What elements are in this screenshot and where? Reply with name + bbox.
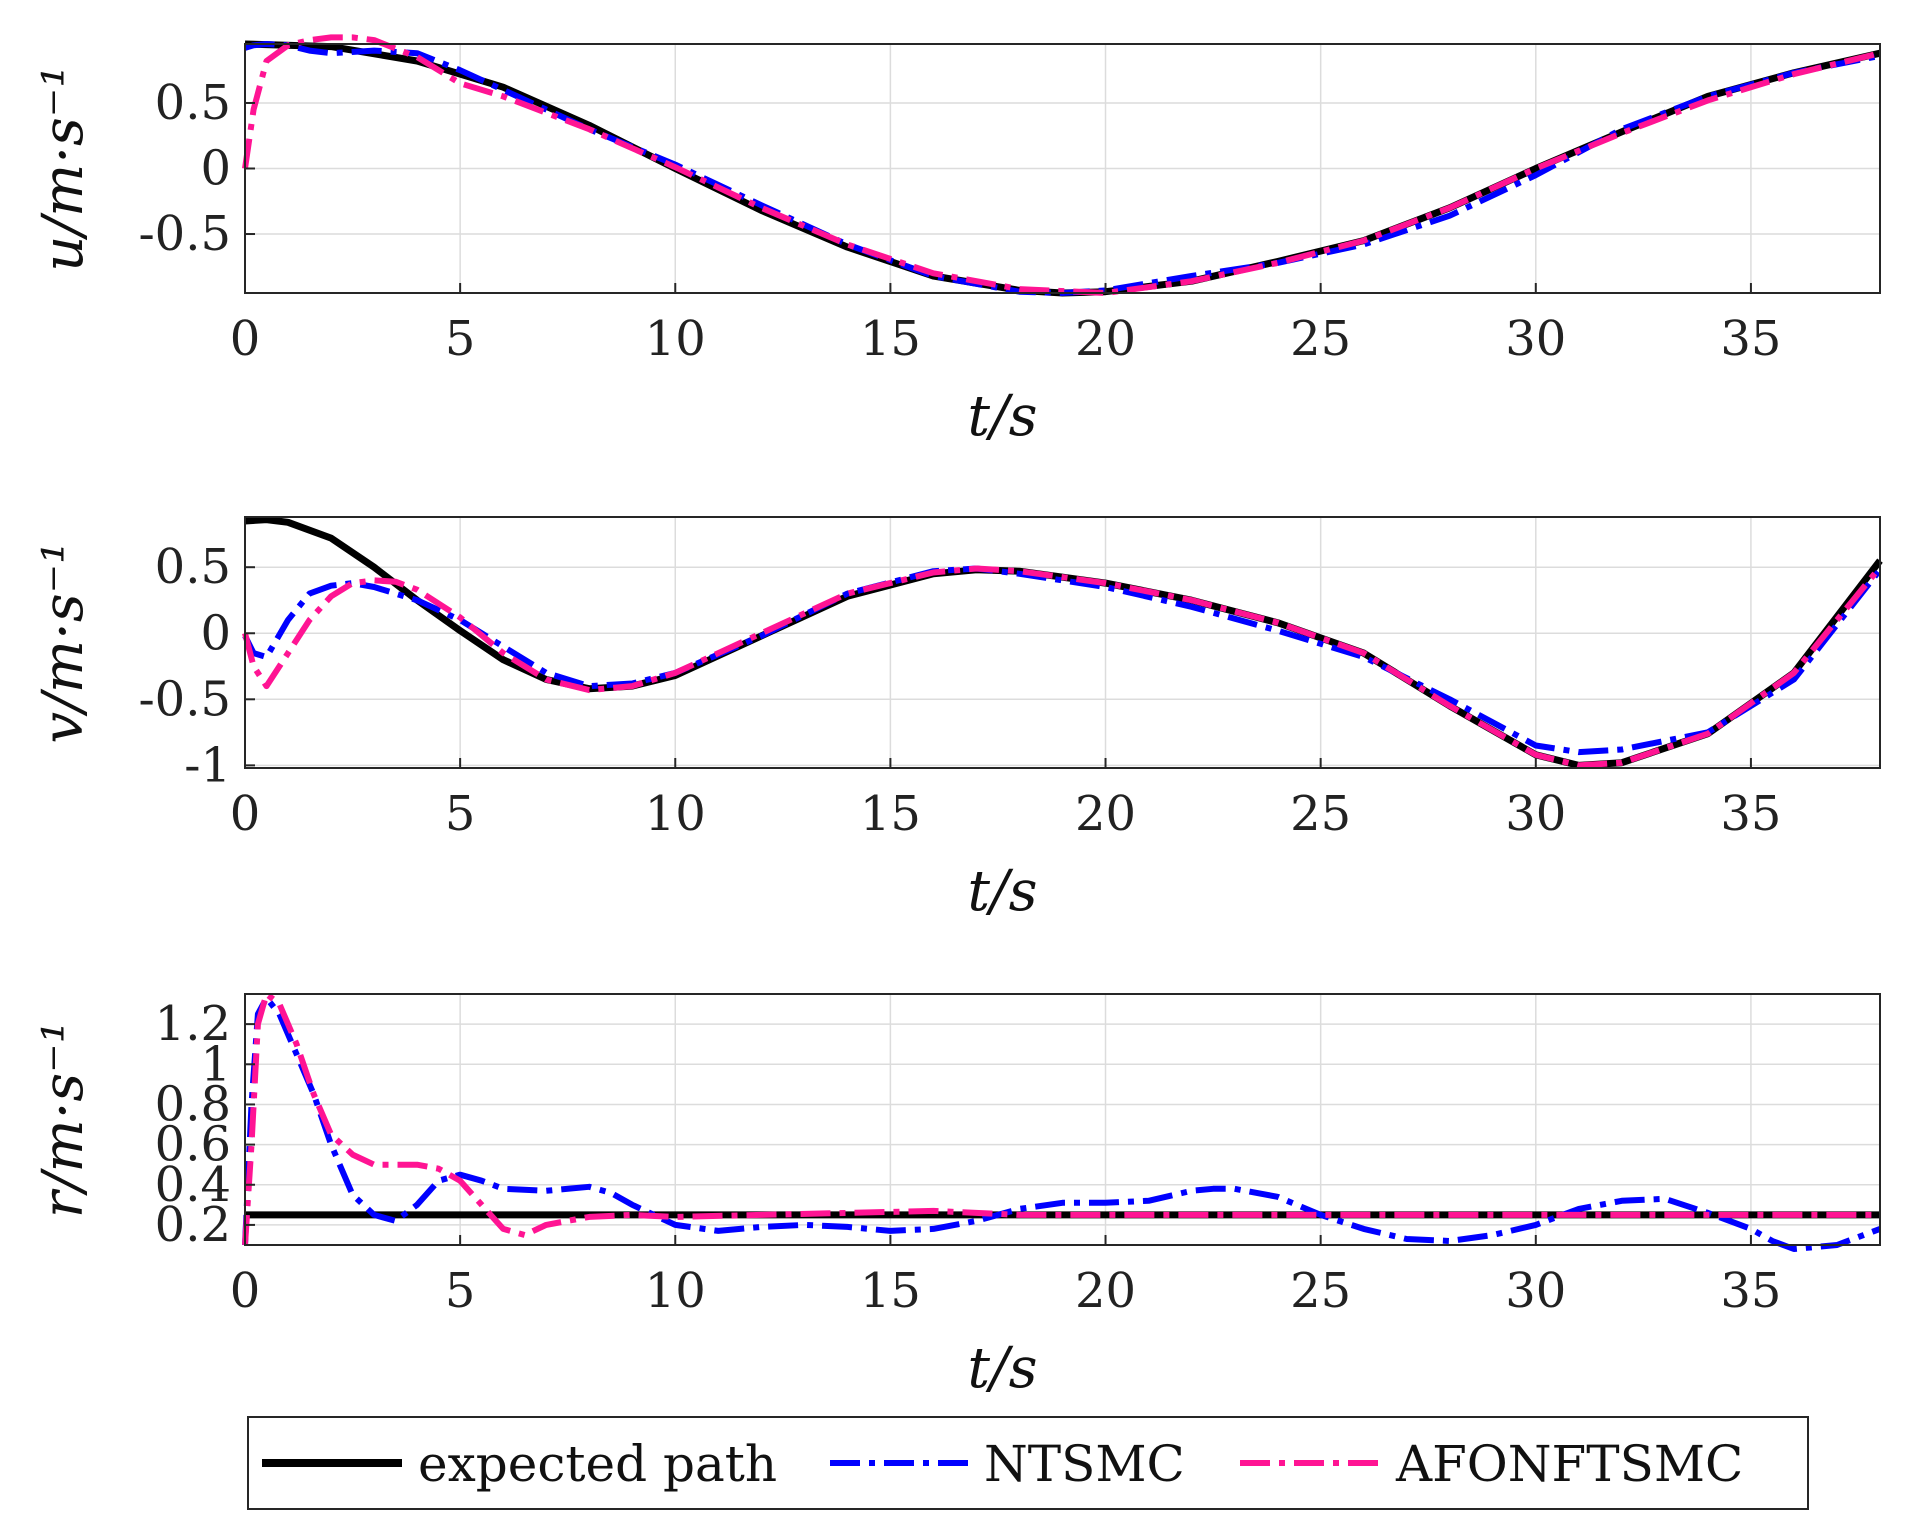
x-tick-label: 0	[230, 311, 261, 367]
axes-frame-r	[244, 993, 1881, 1246]
y-tick-label: 1	[200, 1036, 231, 1092]
subplot-v: 0 5 10 15 20 25 30 35 0.5 0 -0.5 -1 t/s v/m·s⁻¹	[31, 516, 1883, 924]
x-tick-label: 5	[445, 1263, 476, 1319]
ylabel-u: u/m·s⁻¹	[31, 65, 96, 272]
x-tick-label: 15	[860, 311, 921, 367]
x-tick-label: 30	[1505, 1263, 1566, 1319]
y-tick-label: 0	[200, 141, 231, 197]
x-tick-label: 20	[1075, 786, 1136, 842]
legend-label-expected: expected path	[418, 1435, 777, 1493]
y-tick-label: 0.6	[155, 1117, 231, 1173]
y-tick-label: 0.5	[155, 75, 231, 131]
x-tick-label: 0	[230, 1263, 261, 1319]
y-tick-label: 0.8	[155, 1076, 231, 1132]
x-tick-label: 10	[645, 311, 706, 367]
x-tick-label: 5	[445, 786, 476, 842]
y-tick-label: -0.5	[138, 206, 231, 262]
x-tick-label: 25	[1290, 311, 1351, 367]
x-tick-label: 30	[1505, 786, 1566, 842]
x-tick-label: 25	[1290, 1263, 1351, 1319]
ticks-u: 0 5 10 15 20 25 30 35 0.5 0 -0.5	[138, 75, 1781, 367]
y-tick-label: 0.2	[155, 1197, 231, 1253]
series-line-afonftsmc	[242, 565, 1883, 769]
subplot-r: 0 5 10 15 20 25 30 35 1.210.80.60.40.2 t/s r/m·s…	[31, 991, 1882, 1401]
ticks-v: 0 5 10 15 20 25 30 35 0.5 0 -0.5 -1	[138, 539, 1781, 842]
axes-frame-v	[244, 516, 1881, 769]
y-tick-label: 1.2	[155, 996, 231, 1052]
series-r	[242, 991, 1882, 1252]
y-tick-label: 0.5	[155, 539, 231, 595]
subplot-u: 0 5 10 15 20 25 30 35 0.5 0 -0.5 t/s u/m·s⁻¹	[31, 34, 1881, 449]
xlabel-v: t/s	[967, 859, 1037, 924]
x-tick-label: 10	[645, 786, 706, 842]
x-tick-label: 35	[1720, 1263, 1781, 1319]
x-tick-label: 15	[860, 786, 921, 842]
y-tick-label: -0.5	[138, 671, 231, 727]
y-tick-label: 0.4	[155, 1157, 231, 1213]
series-line-ntsmc	[242, 565, 1883, 756]
x-tick-label: 10	[645, 1263, 706, 1319]
series-line-afonftsmc	[242, 991, 1880, 1246]
x-tick-label: 35	[1720, 311, 1781, 367]
legend-label-ntsmc: NTSMC	[984, 1435, 1185, 1493]
xlabel-r: t/s	[967, 1336, 1037, 1401]
ticks-r: 0 5 10 15 20 25 30 35 1.210.80.60.40.2	[155, 996, 1782, 1319]
legend: expected path NTSMC AFONFTSMC	[247, 1416, 1809, 1510]
x-tick-label: 30	[1505, 311, 1566, 367]
y-tick-label: -1	[184, 737, 231, 793]
legend-label-afonftsmc: AFONFTSMC	[1395, 1435, 1743, 1493]
xlabel-u: t/s	[967, 384, 1037, 449]
x-tick-label: 25	[1290, 786, 1351, 842]
series-line-afonftsmc	[242, 34, 1881, 296]
ylabel-v: v/m·s⁻¹	[31, 541, 96, 743]
x-tick-label: 35	[1720, 786, 1781, 842]
series-v	[242, 516, 1883, 769]
y-tick-label: 0	[200, 605, 231, 661]
x-tick-label: 20	[1075, 1263, 1136, 1319]
ylabel-r: r/m·s⁻¹	[31, 1021, 96, 1218]
series-line-ntsmc	[244, 41, 1881, 296]
x-tick-label: 15	[860, 1263, 921, 1319]
x-tick-label: 20	[1075, 311, 1136, 367]
x-tick-label: 5	[445, 311, 476, 367]
legend-box	[247, 1416, 1809, 1510]
x-tick-label: 0	[230, 786, 261, 842]
